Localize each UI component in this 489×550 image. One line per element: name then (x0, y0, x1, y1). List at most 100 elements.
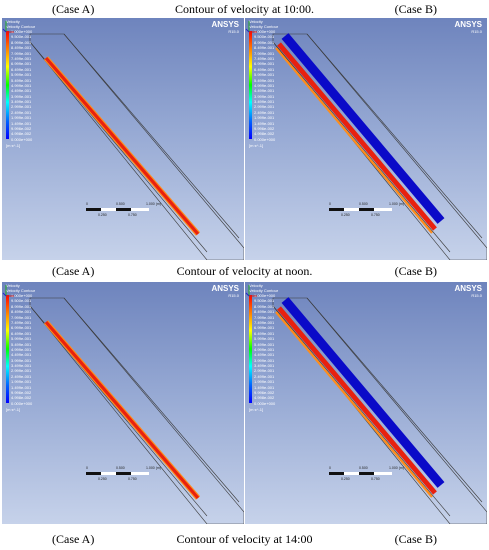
legend-tick-label: 2.499e-001 (11, 109, 32, 115)
legend-tick-label: 4.499e-001 (254, 352, 275, 358)
scale-segment (329, 472, 344, 475)
channel-outline-edge (272, 41, 451, 253)
scale-bar: 0 0.500 1.000 (m) 0.250 0.750 (329, 466, 409, 488)
ansys-logo: ANSYS R15.0 (454, 21, 482, 35)
scale-segment (101, 472, 116, 475)
scale-bar: 0 0.500 1.000 (m) 0.250 0.750 (86, 202, 166, 224)
scale-label: 0.500 (359, 202, 368, 206)
scale-segment (131, 472, 149, 475)
legend-tick-label: 0.000e+000 (254, 136, 276, 142)
legend-subtitle-line: Velocity Contour (6, 23, 36, 29)
legend-tick-label: 3.499e-001 (11, 363, 32, 369)
legend-unit: [m s^-1] (249, 407, 264, 412)
legend-tick-label: 1.499e-001 (11, 384, 32, 390)
legend-tick-label: 0.000e+000 (11, 400, 33, 406)
legend-tick-label: 4.499e-001 (11, 352, 32, 358)
velocity-contour-panel: Velocity Velocity Contour 1.000e+000 9.50… (245, 282, 487, 524)
legend-tick-label: 1.000e+000 (11, 293, 33, 298)
scale-label: 0 (86, 202, 88, 206)
scale-label: 0 (329, 466, 331, 470)
scale-segment (329, 208, 344, 211)
legend-tick-label: 1.000e+000 (254, 29, 276, 34)
legend-tick-label: 5.999e-001 (11, 336, 32, 342)
legend-tick-label: 2.499e-001 (254, 109, 275, 115)
caption-case-a: (Case A) (52, 532, 95, 546)
scale-segment (116, 472, 131, 475)
scale-bar: 0 0.500 1.000 (m) 0.250 0.750 (86, 466, 166, 488)
legend-tick-label: 3.499e-001 (254, 363, 275, 369)
high-velocity-band (44, 56, 200, 236)
ansys-logo: ANSYS R15.0 (211, 285, 239, 299)
scale-bar: 0 0.500 1.000 (m) 0.250 0.750 (329, 202, 409, 224)
scale-label: 1.000 (m) (389, 466, 404, 470)
legend-tick-label: 4.999e-001 (11, 82, 32, 88)
legend-title: Velocity Velocity Contour (6, 283, 35, 293)
legend-tick-label: 5.999e-001 (254, 336, 275, 342)
axis-triad (2, 21, 14, 33)
channel-outline-edge (272, 305, 451, 517)
scale-segment (86, 472, 101, 475)
scale-label: 1.000 (m) (146, 202, 161, 206)
legend-tick-label: 6.499e-001 (11, 66, 32, 72)
caption-case-a: (Case A) (52, 264, 95, 278)
legend-tick-label: 3.999e-001 (11, 357, 32, 363)
legend-tick-label: 5.499e-001 (254, 341, 275, 347)
scale-segment (344, 208, 359, 211)
axis-triad (245, 21, 257, 33)
color-bar (6, 295, 9, 403)
legend-tick-label: 7.499e-001 (254, 319, 275, 325)
caption-case-b: (Case B) (394, 2, 437, 16)
legend-tick-label: 9.500e-001 (254, 298, 275, 304)
legend-tick-label: 9.996e-002 (254, 126, 275, 132)
legend-tick-label: 2.499e-001 (11, 373, 32, 379)
legend-tick-label: 7.999e-001 (11, 314, 32, 320)
channel-outline-edge (306, 297, 483, 503)
legend-tick-label: 6.999e-001 (11, 61, 32, 67)
legend-tick-label: 8.499e-001 (11, 45, 32, 51)
legend-tick-label: 4.999e-001 (254, 82, 275, 88)
legend-ticks: 1.000e+000 9.500e-001 8.999e-001 8.499e-001… (254, 29, 284, 142)
legend-tick-label: 5.999e-001 (11, 72, 32, 78)
legend-tick-label: 7.999e-001 (11, 50, 32, 56)
legend-tick-label: 5.499e-001 (11, 341, 32, 347)
legend-tick-label: 1.000e+000 (11, 29, 33, 34)
axis-triad (245, 285, 257, 297)
ansys-logo: ANSYS R15.0 (211, 21, 239, 35)
legend-tick-label: 2.999e-001 (254, 368, 275, 374)
scale-label: 0.250 (341, 213, 350, 217)
legend-tick-label: 7.999e-001 (254, 314, 275, 320)
legend-title-line: Velocity (6, 19, 20, 24)
legend-tick-label: 1.999e-001 (11, 115, 32, 121)
legend-tick-label: 9.500e-001 (11, 298, 32, 304)
legend-ticks: 1.000e+000 9.500e-001 8.999e-001 8.499e-001… (11, 293, 41, 406)
legend-subtitle-line: Velocity Contour (249, 287, 279, 293)
high-velocity-band (277, 42, 437, 231)
ansys-version: R15.0 (228, 293, 239, 298)
channel-outline (29, 33, 244, 260)
caption-title: Contour of velocity at 10:00. (175, 2, 314, 16)
legend-tick-label: 1.999e-001 (254, 379, 275, 385)
legend-tick-label: 8.999e-001 (254, 303, 275, 309)
color-bar (249, 295, 252, 403)
legend-tick-label: 8.499e-001 (11, 309, 32, 315)
legend-tick-label: 4.499e-001 (11, 88, 32, 94)
contour-drawing (272, 297, 487, 524)
legend-unit: [m s^-1] (6, 143, 21, 148)
legend-tick-label: 8.999e-001 (11, 303, 32, 309)
scale-label: 0.750 (371, 213, 380, 217)
legend-unit: [m s^-1] (249, 143, 264, 148)
legend-title-line: Velocity (249, 283, 263, 288)
legend-title-line: Velocity (249, 19, 263, 24)
channel-outline (29, 297, 244, 524)
caption-case-b: (Case B) (394, 532, 437, 546)
legend-ticks: 1.000e+000 9.500e-001 8.999e-001 8.499e-001… (254, 293, 284, 406)
scale-segment (374, 208, 392, 211)
scale-segment (116, 208, 131, 211)
scale-segment (344, 472, 359, 475)
scale-label: 0 (86, 466, 88, 470)
legend-unit: [m s^-1] (6, 407, 21, 412)
legend-tick-label: 3.499e-001 (254, 99, 275, 105)
velocity-gradient-band (275, 47, 433, 234)
ansys-logo: ANSYS R15.0 (454, 285, 482, 299)
ansys-version: R15.0 (471, 29, 482, 34)
